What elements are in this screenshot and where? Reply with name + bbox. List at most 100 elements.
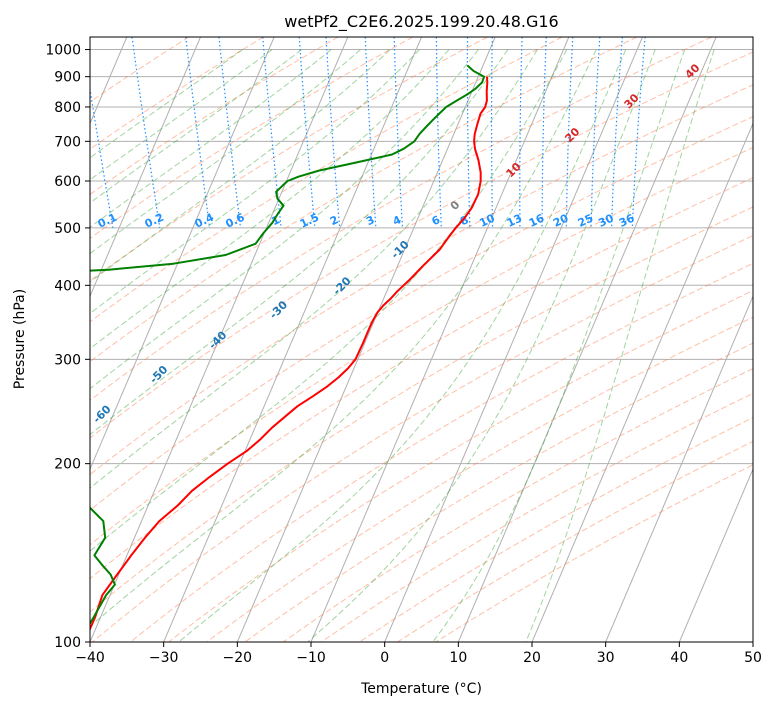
y-tick-label: 100 (54, 635, 81, 651)
mixing-ratio-line (218, 37, 242, 228)
isotherm-label: 30 (622, 91, 642, 111)
dry-adiabat-line (168, 290, 753, 642)
dry-adiabat-line (90, 116, 753, 511)
dry-adiabat-line (90, 37, 638, 363)
moist-adiabat-line (525, 49, 715, 642)
isotherm-label: 40 (683, 61, 703, 81)
moist-adiabat-line (90, 49, 538, 489)
mixing-ratio-label: 36 (617, 211, 637, 229)
moist-adiabat-line (90, 49, 302, 204)
plot-area: 0.10.20.40.611.52346810131620253036-100-… (0, 37, 753, 642)
mixing-ratio-line (298, 37, 316, 228)
isotherm-line (90, 37, 201, 298)
moist-adiabat-line (307, 49, 656, 642)
y-tick-label: 800 (54, 100, 81, 116)
moist-adiabat-line (90, 49, 597, 628)
isotherm-line (457, 37, 717, 642)
x-tick-label: 40 (670, 650, 688, 666)
dry-adiabat-line (90, 37, 488, 282)
dewpoint-profile-line (90, 64, 486, 626)
dry-adiabat-line (90, 84, 753, 476)
mixing-ratio-label: 13 (505, 212, 524, 230)
dry-adiabat-line (90, 206, 753, 613)
dry-adiabat-line (206, 316, 753, 642)
moist-adiabat-line (90, 49, 391, 283)
dry-adiabat-line (91, 234, 753, 642)
isotherm-line (163, 37, 422, 642)
mixing-ratio-line (364, 37, 377, 228)
moist-adiabat-line (90, 49, 509, 436)
mixing-ratio-label: 3 (364, 213, 376, 228)
mixing-ratio-label: 30 (596, 211, 616, 229)
dry-adiabat-line (130, 262, 753, 642)
x-axis: −40 −30 −20 −10 0 10 20 30 40 50 (75, 642, 762, 666)
dry-adiabat-line (90, 37, 563, 323)
mixing-ratio-label: 8 (458, 213, 470, 228)
temperature-profile-line (90, 76, 489, 631)
dry-adiabat-line (90, 37, 339, 196)
mixing-ratio-line (610, 37, 623, 228)
y-tick-label: 300 (54, 352, 81, 368)
x-tick-label: −30 (149, 650, 179, 666)
moist-adiabat-line (90, 49, 243, 159)
y-tick-label: 500 (54, 221, 81, 237)
moist-adiabat-line (90, 49, 568, 552)
mixing-ratio-label: 25 (576, 212, 595, 230)
moist-adiabat-line (432, 49, 686, 642)
mixing-ratio-label: 6 (430, 213, 443, 228)
y-tick-label: 700 (54, 134, 81, 150)
dry-adiabat-line (90, 37, 414, 239)
isotherm-label: 10 (504, 160, 524, 180)
x-tick-label: −20 (223, 650, 253, 666)
isotherm-label: -40 (206, 328, 229, 351)
dry-adiabat-line (90, 51, 753, 439)
isotherm-line (90, 37, 275, 471)
isotherm-line (752, 640, 753, 642)
x-tick-label: 0 (380, 650, 389, 666)
mixing-ratio-line (185, 37, 211, 228)
moist-adiabat-line (90, 49, 420, 315)
y-axis: 100 200 300 400 500 600 700 800 900 1000 (45, 43, 90, 651)
isotherm-line (605, 295, 753, 642)
isotherm-label: -20 (330, 274, 353, 297)
x-tick-label: 10 (449, 650, 467, 666)
dry-adiabat-line (90, 146, 753, 546)
mixing-ratio-label: 10 (477, 211, 497, 229)
isotherm-line (236, 37, 496, 642)
dry-adiabat-line (90, 37, 190, 103)
isotherm-label: -80 (0, 491, 4, 514)
dry-adiabat-line (282, 367, 753, 642)
y-axis-label: Pressure (hPa) (12, 289, 28, 389)
y-tick-label: 400 (54, 278, 81, 294)
moist-adiabat-line (90, 49, 450, 350)
moist-adiabat-line (90, 49, 332, 228)
mixing-ratio-line (262, 37, 282, 228)
isotherm-line (531, 122, 753, 642)
x-tick-label: 30 (597, 650, 615, 666)
mixing-ratio-label: 4 (391, 213, 404, 228)
isotherm-line (678, 467, 753, 642)
mixing-ratio-line (131, 37, 161, 228)
moist-adiabat-line (178, 49, 627, 642)
isotherm-line (384, 37, 643, 642)
dry-adiabat-line (244, 342, 753, 642)
x-tick-label: −10 (296, 650, 326, 666)
x-tick-label: 20 (523, 650, 541, 666)
dry-adiabat-line (90, 37, 712, 401)
y-tick-label: 1000 (45, 43, 81, 59)
chart-title: wetPf2_C2E6.2025.199.20.48.G16 (284, 12, 558, 32)
moist-adiabat-line (90, 49, 361, 255)
mixing-ratio-line (435, 37, 442, 228)
x-axis-label: Temperature (°C) (360, 681, 482, 697)
x-tick-label: −40 (75, 650, 105, 666)
mixing-ratio-line (590, 37, 601, 228)
isotherm-label: -30 (267, 298, 290, 321)
mixing-ratio-label: 20 (551, 211, 571, 229)
mixing-ratio-line (541, 37, 547, 228)
y-tick-label: 600 (54, 174, 81, 190)
isotherm-label: -50 (147, 363, 170, 386)
dry-adiabat-line (359, 416, 753, 642)
mixing-ratio-line (490, 37, 494, 228)
